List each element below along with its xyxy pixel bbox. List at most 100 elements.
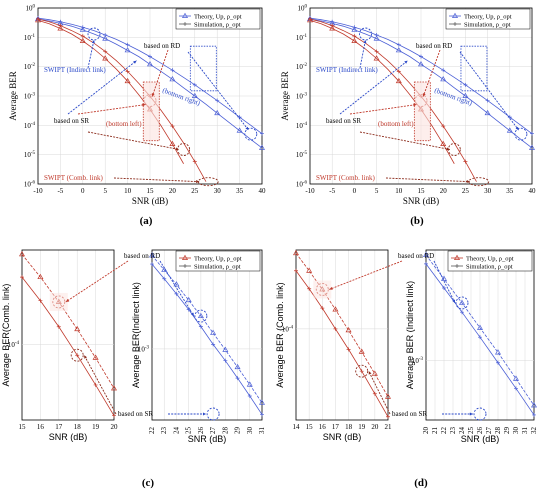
data-point	[463, 82, 468, 87]
annotation-arrow	[87, 131, 180, 150]
x-tick-label: 5	[103, 187, 107, 195]
y-tick-label: 10-4	[282, 325, 294, 333]
annotation-sr: based on SR	[392, 410, 427, 418]
data-point	[530, 402, 538, 408]
data-point	[150, 262, 154, 267]
data-point	[125, 42, 130, 47]
data-point	[34, 17, 42, 23]
x-tick-label: 15	[418, 187, 426, 195]
annotation-arrow	[87, 39, 95, 69]
plot-frame	[295, 249, 389, 421]
x-tick-label: 5	[375, 187, 379, 195]
arrow-head	[91, 39, 95, 44]
series-line	[309, 18, 477, 182]
data-point	[58, 19, 63, 24]
annotation-indirect: SWIPT (Indirect link)	[44, 66, 106, 74]
data-point	[56, 324, 61, 329]
data-point	[223, 358, 228, 363]
x-axis-label: SNR (dB)	[49, 432, 88, 442]
data-point	[484, 109, 491, 116]
y-tick-label: 10-5	[24, 151, 36, 159]
annotation-arrow	[433, 260, 456, 304]
data-point	[38, 298, 43, 303]
data-point	[174, 291, 179, 296]
data-point	[214, 109, 221, 116]
y-tick-label: 10-6	[296, 181, 308, 189]
legend-entry: Theory, Up, ρ_opt	[194, 255, 242, 262]
left-subplot: 14 15 16 17 18 19 20 21 10-4 SNR (dB) Average BER …	[275, 249, 392, 442]
y-tick-label: 10-6	[24, 181, 36, 189]
y-tick-label: 10-3	[138, 345, 150, 353]
y-tick-label: 10-3	[296, 93, 308, 101]
y-axis-label: Average BER	[8, 71, 18, 121]
data-point	[292, 249, 300, 256]
data-point	[124, 47, 131, 53]
x-tick-label: 31	[258, 427, 266, 435]
data-point	[494, 349, 502, 355]
x-tick-label: 23	[160, 427, 168, 435]
annotation-arrow	[67, 60, 137, 115]
arrow-head	[469, 412, 473, 416]
arrow-head	[202, 412, 207, 416]
legend-marker	[453, 254, 461, 260]
x-tick-label: 20	[111, 423, 119, 431]
y-tick-label: 10-4	[8, 341, 20, 349]
data-point	[476, 324, 484, 330]
data-point	[258, 399, 266, 405]
x-tick-label: 18	[74, 423, 82, 431]
data-point	[308, 17, 312, 22]
series-line	[37, 18, 207, 182]
data-point	[103, 49, 108, 54]
x-tick-label: 20	[371, 423, 379, 431]
legend-marker	[453, 22, 457, 26]
highlight-circle	[244, 127, 258, 141]
data-point	[169, 140, 176, 147]
data-point	[102, 35, 109, 41]
arrow-head	[368, 371, 372, 375]
x-tick-label: 40	[529, 187, 537, 195]
legend-marker	[181, 254, 189, 260]
data-point	[478, 335, 482, 340]
annotation-bottom-left: (bottom left)	[378, 120, 414, 128]
arrow-head	[65, 298, 70, 302]
panel-label: (c)	[142, 477, 155, 489]
annotation-bottom-right: (bottom right)	[433, 86, 473, 107]
y-axis-label: Average BER(Comb. link)	[1, 284, 11, 387]
highlight-ellipse	[197, 177, 219, 187]
x-tick-label: 30	[214, 187, 222, 195]
plot-frame	[425, 249, 535, 421]
annotation-rd: based on RD	[124, 252, 160, 260]
data-point	[192, 159, 197, 164]
data-point	[351, 26, 358, 32]
data-point	[329, 25, 336, 31]
x-tick-label: 20	[440, 187, 448, 195]
x-tick-label: 31	[521, 427, 529, 435]
series-line	[151, 255, 263, 404]
x-tick-label: 28	[221, 427, 229, 435]
data-point	[234, 363, 241, 370]
data-point	[260, 412, 264, 417]
series-line	[21, 254, 115, 389]
data-point	[191, 92, 198, 98]
data-point	[215, 98, 220, 103]
highlight-circle	[359, 27, 372, 41]
data-point	[359, 369, 364, 374]
data-point	[57, 25, 64, 31]
data-point	[20, 275, 24, 280]
data-point	[246, 381, 253, 387]
legend-marker	[455, 264, 459, 268]
x-tick-label: 29	[503, 427, 511, 435]
highlight-circle	[355, 364, 369, 378]
x-tick-label: 30	[246, 427, 254, 435]
arrow-head	[466, 180, 470, 184]
legend-marker	[451, 12, 459, 18]
annotation-comb: SWIPT (Comb. link)	[44, 174, 103, 182]
x-axis-label: SNR (dB)	[132, 196, 168, 206]
x-tick-label: 32	[530, 427, 538, 435]
x-tick-label: 19	[92, 423, 100, 431]
data-point	[222, 346, 229, 352]
y-tick-label: 10-4	[296, 122, 308, 130]
x-tick-label: 10	[124, 187, 132, 195]
